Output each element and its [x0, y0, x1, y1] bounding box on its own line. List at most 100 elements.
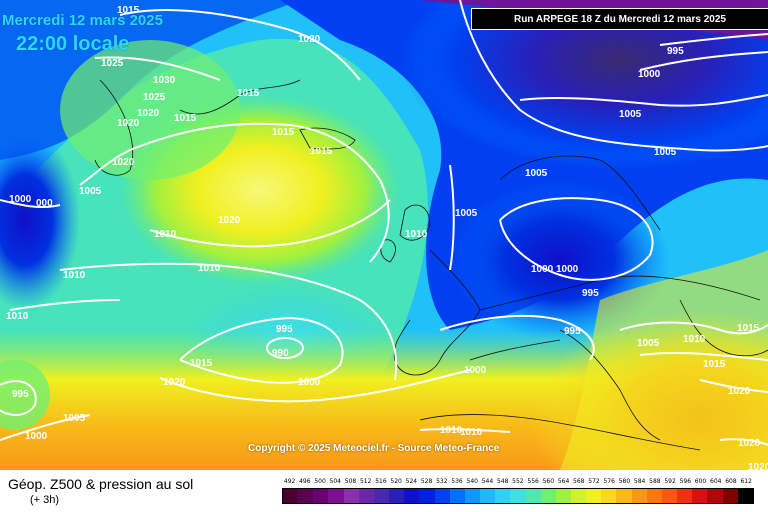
isobar-label: 1010 — [683, 334, 706, 345]
scale-swatch — [692, 489, 708, 503]
scale-swatch — [419, 489, 435, 503]
scale-swatch — [661, 489, 678, 503]
isobar-label: 1015 — [237, 88, 260, 99]
scale-label: 584 — [633, 478, 646, 485]
scale-swatch — [464, 489, 481, 503]
isobar-label: 1020 — [163, 377, 186, 388]
scale-label: 544 — [481, 478, 494, 485]
scale-label: 516 — [375, 478, 387, 485]
scale-swatch — [434, 489, 450, 503]
scale-swatch — [283, 489, 299, 503]
isobar-label: 1005 — [619, 109, 642, 120]
scale-swatch — [555, 489, 571, 503]
scale-label: 528 — [420, 478, 433, 485]
scale-swatch — [570, 489, 587, 503]
isobar-label: 1020 — [728, 386, 751, 397]
isobar-label: 1000 — [9, 194, 32, 205]
isobar-label: 995 — [582, 288, 599, 299]
copyright-notice: Copyright © 2025 Meteociel.fr - Source M… — [248, 443, 500, 454]
isobar-lines — [0, 0, 768, 446]
scale-swatch — [586, 489, 602, 503]
color-scale-bar — [282, 488, 754, 504]
weather-map: 1015 1020 1025 1030 1025 1020 1015 1020 1015 1015… — [0, 0, 768, 470]
legend-subtitle: (+ 3h) — [30, 494, 60, 506]
isobar-label: 1020 — [117, 118, 140, 129]
scale-label: 568 — [573, 478, 585, 485]
isobar-label: 1000 — [464, 365, 487, 376]
scale-swatch — [389, 489, 405, 503]
scale-swatch — [737, 489, 753, 503]
isobar-label: 995 — [276, 324, 293, 335]
isobar-label: 1005 — [654, 147, 677, 158]
isobar-label: 000 — [36, 198, 53, 209]
isobar-label: 1000 — [638, 69, 661, 80]
geopotential-field — [0, 0, 768, 470]
isobar-label: 1015 — [272, 127, 295, 138]
isobar-label: 1025 — [101, 58, 124, 69]
scale-label: 608 — [725, 478, 737, 485]
isobar-label: 1010 — [154, 229, 177, 240]
scale-swatch — [677, 489, 693, 503]
run-info-box: Run ARPEGE 18 Z du Mercredi 12 mars 2025 — [471, 8, 768, 30]
isobar-label: 1000 — [531, 264, 554, 275]
scale-swatch — [646, 489, 662, 503]
scale-label: 492 — [283, 478, 296, 485]
isobar-label: 995 — [667, 46, 684, 57]
isobar-label: 1005 — [455, 208, 478, 219]
scale-label: 604 — [710, 478, 722, 485]
isobar-label: 1000 — [556, 264, 579, 275]
scale-swatch — [313, 489, 329, 503]
scale-label: 508 — [344, 478, 357, 485]
isobar-label: 1005 — [637, 338, 660, 349]
scale-label: 532 — [436, 478, 448, 485]
scale-label: 580 — [618, 478, 631, 485]
scale-swatch — [525, 489, 541, 503]
scale-label: 512 — [359, 478, 372, 485]
isobar-label: 1005 — [525, 168, 548, 179]
isobar-label: 1020 — [738, 438, 761, 449]
forecast-time: 22:00 locale — [16, 33, 130, 55]
scale-swatch — [616, 489, 632, 503]
scale-swatch — [631, 489, 647, 503]
isobar-label: 1015 — [737, 323, 760, 334]
scale-swatch — [404, 489, 420, 503]
legend-footer: Géop. Z500 & pression au sol (+ 3h) 492 4… — [0, 470, 768, 512]
scale-label: 572 — [588, 478, 600, 485]
isobar-label: 1010 — [440, 425, 463, 436]
isobar-label: 1000 — [298, 377, 321, 388]
scale-label: 576 — [603, 478, 615, 485]
isobar-label: 1025 — [143, 92, 166, 103]
isobar-label: 1005 — [79, 186, 102, 197]
isobar-label: 1000 — [25, 431, 48, 442]
forecast-date: Mercredi 12 mars 2025 — [2, 12, 163, 29]
isobar-label: 1020 — [137, 108, 160, 119]
scale-label: 596 — [679, 478, 692, 485]
isobar-label: 1020 — [748, 462, 768, 470]
scale-label: 592 — [664, 478, 676, 485]
isobar-label: 1010 — [63, 270, 86, 281]
isobar-label: 1020 — [112, 157, 135, 168]
color-scale: 492 496 500 504 508 512 516 520 524 528 532 536 540 5… — [282, 478, 754, 504]
isobar-label: 1010 — [198, 263, 221, 274]
isobar-label: 1030 — [153, 75, 176, 86]
color-scale-labels: 492 496 500 504 508 512 516 520 524 528 532 536 540 5… — [282, 478, 754, 488]
scale-label: 612 — [740, 478, 752, 485]
scale-swatch — [540, 489, 556, 503]
scale-label: 496 — [299, 478, 311, 485]
scale-label: 600 — [694, 478, 707, 485]
legend-title: Géop. Z500 & pression au sol — [8, 476, 194, 492]
scale-swatch — [358, 489, 374, 503]
scale-label: 504 — [329, 478, 341, 485]
scale-label: 536 — [451, 478, 463, 485]
scale-label: 564 — [557, 478, 570, 485]
scale-label: 556 — [527, 478, 539, 485]
scale-swatch — [298, 489, 314, 503]
isobar-label: 1015 — [310, 146, 333, 157]
scale-swatch — [449, 489, 465, 503]
scale-label: 560 — [542, 478, 555, 485]
isobar-label: 1010 — [6, 311, 29, 322]
isobar-label: 1015 — [117, 5, 140, 16]
scale-label: 540 — [466, 478, 478, 485]
scale-swatch — [343, 489, 359, 503]
scale-swatch — [495, 489, 511, 503]
